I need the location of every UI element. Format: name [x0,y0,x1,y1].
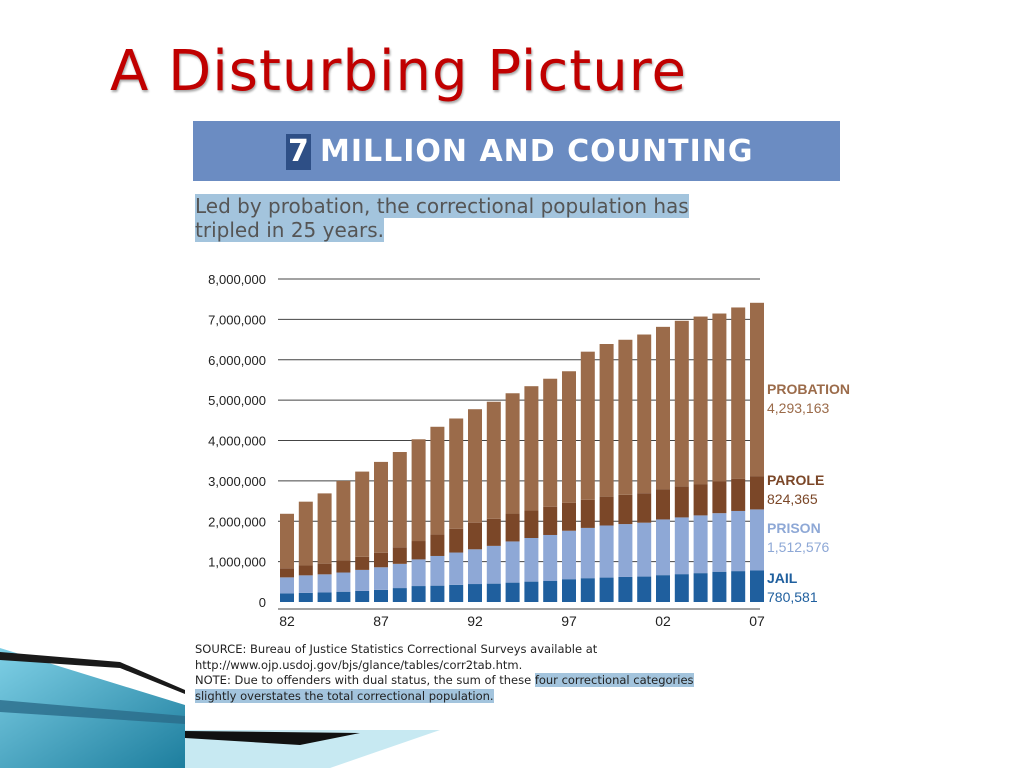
banner-number: 7 [286,134,311,170]
subtitle-line-1: Led by probation, the correctional popul… [195,194,689,218]
source-line: SOURCE: Bureau of Justice Statistics Cor… [195,642,598,656]
chart-subtitle: Led by probation, the correctional popul… [195,194,795,242]
note-highlight: four correctional categories [534,673,694,687]
note-highlight-2: slightly overstates the total correction… [195,688,494,703]
slide-title: A Disturbing Picture [110,39,687,104]
chart-notes: SOURCE: Bureau of Justice Statistics Cor… [195,642,835,704]
source-url: http://www.ojp.usdoj.gov/bjs/glance/tabl… [195,657,523,672]
banner-title: MILLION AND COUNTING [320,134,754,169]
note-text: NOTE: Due to offenders with dual status,… [195,673,535,687]
note-line: NOTE: Due to offenders with dual status,… [195,673,835,689]
note-line-2: slightly overstates the total correction… [195,688,835,705]
subtitle-line-2: tripled in 25 years. [195,218,385,242]
